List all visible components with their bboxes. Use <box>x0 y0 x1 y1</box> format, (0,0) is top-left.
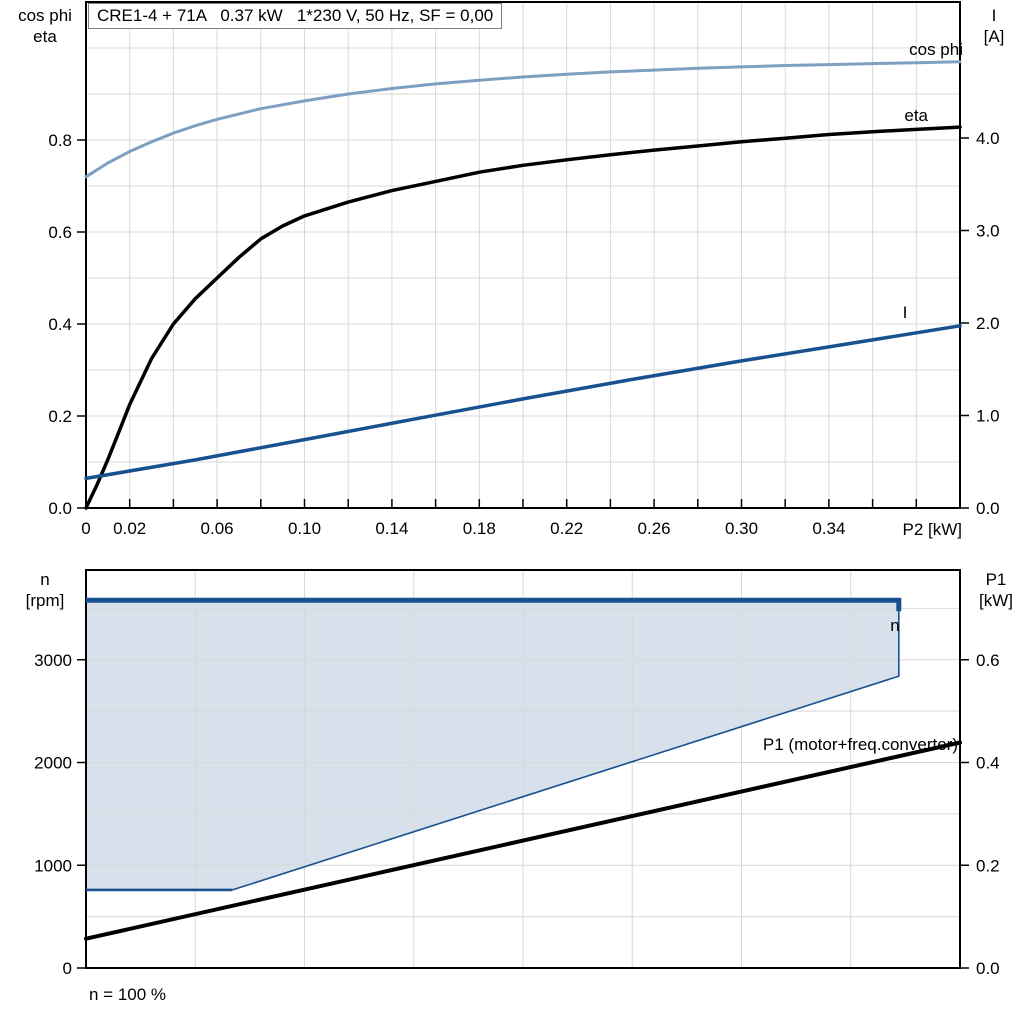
y-tick-label: 0.6 <box>976 651 1000 670</box>
x-tick-label: 0.22 <box>550 519 583 538</box>
y-tick-label: 1.0 <box>976 407 1000 426</box>
x-tick-label: 0.10 <box>288 519 321 538</box>
y-tick-label: 0.2 <box>976 856 1000 875</box>
speed-axis-title: n <box>40 570 50 589</box>
speed-envelope-label: n <box>890 616 899 635</box>
upper-right-axis-title: I [A] <box>966 5 1022 47</box>
lower-left-axis-title: n [rpm] <box>6 569 84 611</box>
x-tick-label: 0.18 <box>463 519 496 538</box>
y-tick-label: 0.4 <box>48 315 72 334</box>
x-tick-label: 0.02 <box>113 519 146 538</box>
y-tick-label: 0 <box>63 959 72 978</box>
current-axis-unit: [A] <box>983 27 1005 46</box>
x-tick-label: 0.14 <box>375 519 408 538</box>
series-p1-motor-freq-converter <box>84 740 962 941</box>
y-tick-label: 3.0 <box>976 222 1000 241</box>
y-tick-label: 0.0 <box>976 499 1000 518</box>
lower-plot-frame <box>85 569 961 969</box>
series-i <box>84 324 962 481</box>
y-tick-label: 0.0 <box>48 499 72 518</box>
x-tick-label: 0 <box>81 519 90 538</box>
series-cos-phi <box>84 60 962 179</box>
x-axis-label: P2 [kW] <box>902 520 962 539</box>
eta-curve-label: eta <box>904 106 928 125</box>
speed-footnote: n = 100 % <box>89 985 167 1004</box>
upper-left-axis-title: cos phi eta <box>6 5 84 47</box>
lower-right-axis-title: P1 [kW] <box>966 569 1024 611</box>
current-curve-label: I <box>903 303 908 322</box>
y-tick-label: 1000 <box>34 856 72 875</box>
cos-phi-curve-label: cos phi <box>909 40 963 59</box>
y-tick-label: 0.2 <box>48 407 72 426</box>
y-tick-label: 4.0 <box>976 129 1000 148</box>
y-tick-label: 0.4 <box>976 754 1000 773</box>
eta-axis-title: eta <box>33 27 57 46</box>
p1-axis-title: P1 <box>985 570 1007 589</box>
x-tick-label: 0.26 <box>638 519 671 538</box>
y-tick-label: 2000 <box>34 754 72 773</box>
x-tick-label: 0.34 <box>812 519 845 538</box>
y-tick-label: 3000 <box>34 651 72 670</box>
speed-operating-region <box>86 600 899 890</box>
chart-title-box: CRE1-4 + 71A 0.37 kW 1*230 V, 50 Hz, SF … <box>88 3 503 29</box>
max-speed-line <box>86 597 902 612</box>
y-tick-label: 0.8 <box>48 131 72 150</box>
series-eta <box>84 125 962 510</box>
envelope-lower-limit-line <box>232 600 900 891</box>
y-tick-label: 0.6 <box>48 223 72 242</box>
x-tick-label: 0.06 <box>201 519 234 538</box>
current-axis-title: I <box>991 6 997 25</box>
speed-axis-unit: [rpm] <box>25 591 65 610</box>
y-tick-label: 2.0 <box>976 314 1000 333</box>
cos-phi-axis-title: cos phi <box>18 6 72 25</box>
y-tick-label: 0.0 <box>976 959 1000 978</box>
p1-curve-label: P1 (motor+freq.converter) <box>763 735 958 754</box>
p1-axis-unit: [kW] <box>979 591 1013 610</box>
x-tick-label: 0.30 <box>725 519 758 538</box>
